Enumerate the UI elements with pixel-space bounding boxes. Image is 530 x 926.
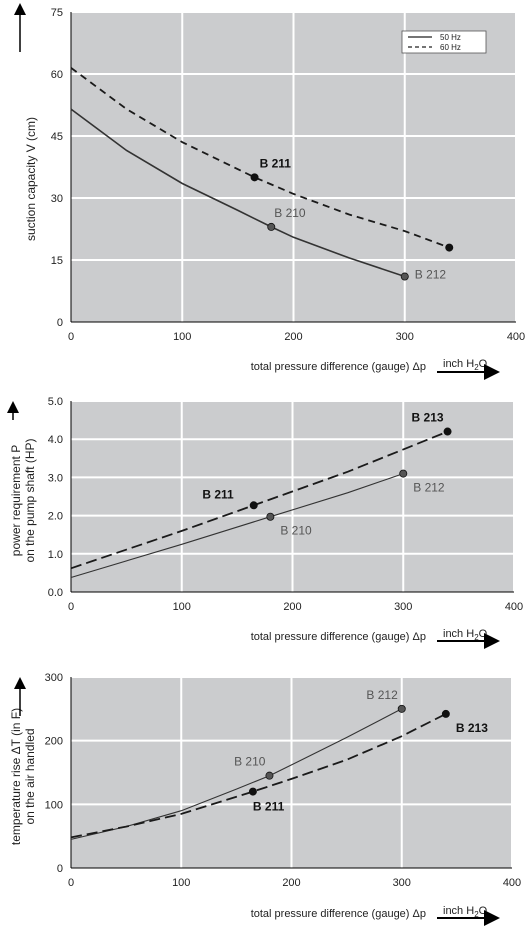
y-tick-label: 75	[51, 7, 63, 19]
data-point-label: B 210	[234, 755, 266, 769]
y-tick-label: 0	[57, 317, 63, 329]
legend-entry-label: 50 Hz	[440, 33, 461, 42]
data-point-marker	[250, 173, 259, 182]
y-axis-label-line2: on the air handled	[23, 728, 37, 824]
x-axis-unit: inch H2O	[443, 628, 488, 642]
data-point-label: B 211	[260, 156, 292, 170]
data-point-label: B 211	[202, 487, 234, 501]
unit-subscript: 2	[474, 633, 479, 642]
legend-entry-label: 60 Hz	[440, 43, 461, 52]
x-tick-label: 100	[173, 331, 191, 343]
x-tick-label: 100	[173, 601, 191, 613]
y-tick-label: 2.0	[48, 511, 63, 523]
unit-subscript: 2	[474, 363, 479, 372]
x-tick-label: 300	[394, 601, 412, 613]
y-tick-label: 0	[57, 863, 63, 875]
y-tick-label: 0.0	[48, 587, 63, 599]
data-point-label: B 213	[456, 721, 488, 735]
y-tick-label: 4.0	[48, 434, 63, 446]
y-axis-label-line1: power requirement P	[9, 445, 23, 556]
data-point-marker	[266, 512, 275, 521]
x-axis-label: total pressure difference (gauge) Δp	[251, 631, 426, 643]
data-point-marker	[265, 771, 274, 780]
y-tick-label: 3.0	[48, 472, 63, 484]
y-tick-label: 60	[51, 69, 63, 81]
x-axis-unit: inch H2O	[443, 358, 488, 372]
unit-text: inch H	[443, 905, 474, 917]
x-tick-label: 0	[68, 877, 74, 889]
data-point-label: B 212	[413, 481, 445, 495]
data-point-marker	[400, 272, 409, 281]
y-tick-label: 100	[45, 799, 63, 811]
series-line-solid	[70, 108, 406, 278]
data-point-marker	[267, 222, 276, 231]
x-axis-label: total pressure difference (gauge) Δp	[251, 361, 426, 373]
x-tick-label: 200	[282, 877, 300, 889]
x-tick-label: 300	[393, 877, 411, 889]
y-tick-label: 15	[51, 255, 63, 267]
data-point-label: B 212	[366, 688, 398, 702]
unit-tail: O	[479, 358, 488, 370]
data-point-marker	[441, 709, 450, 718]
x-axis-label: total pressure difference (gauge) Δp	[251, 908, 426, 920]
data-point-marker	[248, 787, 257, 796]
x-tick-label: 300	[396, 331, 414, 343]
data-point-label: B 210	[274, 206, 306, 220]
y-tick-label: 45	[51, 131, 63, 143]
data-point-marker	[399, 469, 408, 478]
data-point-marker	[443, 427, 452, 436]
series-line-dashed	[70, 67, 450, 249]
x-tick-label: 400	[505, 601, 523, 613]
data-point-label: B 211	[253, 800, 285, 814]
suction-capacity-chart: 0 100 200 300 400 0 15 30 45 60 75 total pressure d…	[14, 3, 525, 380]
y-axis-label-line1: temperature rise ΔT (in F)	[9, 708, 23, 845]
series-line-dashed	[70, 713, 447, 839]
temperature-rise-chart: 0 100 200 300 400 0 100 200 300 total pressure di…	[9, 672, 521, 926]
unit-text: inch H	[443, 358, 474, 370]
y-tick-label: 300	[45, 672, 63, 684]
x-tick-label: 0	[68, 331, 74, 343]
y-tick-label: 1.0	[48, 549, 63, 561]
data-point-marker	[397, 704, 406, 713]
power-requirement-chart: 0 100 200 300 400 0.0 1.0 2.0 3.0 4.0 5.0 total pre…	[6, 396, 523, 649]
data-point-label: B 210	[280, 524, 312, 538]
data-point-label: B 213	[412, 411, 444, 425]
x-axis-unit: inch H2O	[443, 905, 488, 919]
x-tick-label: 200	[284, 331, 302, 343]
data-point-label: B 212	[415, 268, 447, 282]
y-tick-label: 5.0	[48, 396, 63, 408]
y-tick-label: 200	[45, 736, 63, 748]
unit-subscript: 2	[474, 910, 479, 919]
x-tick-label: 100	[172, 877, 190, 889]
y-tick-label: 30	[51, 193, 63, 205]
data-point-marker	[249, 501, 258, 510]
x-tick-label: 200	[283, 601, 301, 613]
unit-text: inch H	[443, 628, 474, 640]
x-tick-label: 0	[68, 601, 74, 613]
x-tick-label: 400	[503, 877, 521, 889]
unit-tail: O	[479, 905, 488, 917]
unit-tail: O	[479, 628, 488, 640]
y-axis-label-line2: on the pump shaft (HP)	[23, 438, 37, 562]
y-axis-label: suction capacity V (cm)	[24, 117, 38, 241]
data-point-marker	[445, 243, 454, 252]
x-tick-label: 400	[507, 331, 525, 343]
